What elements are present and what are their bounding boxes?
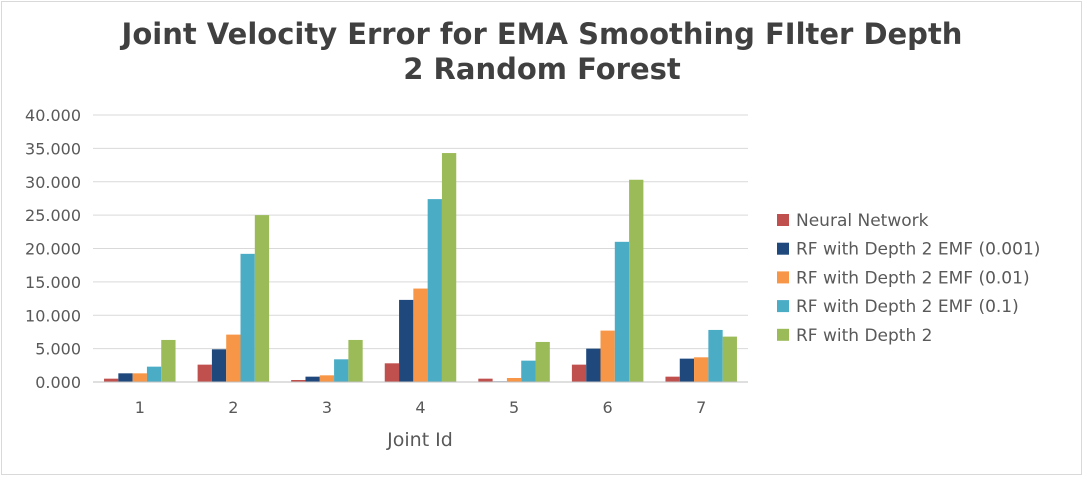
legend-label: RF with Depth 2 EMF (0.01) <box>796 268 1030 288</box>
bar <box>427 199 442 382</box>
bar <box>348 339 363 382</box>
bars <box>104 153 737 382</box>
y-tick-label: 35.000 <box>25 139 81 158</box>
x-tick-label: 4 <box>415 398 425 417</box>
x-tick-label: 5 <box>509 398 519 417</box>
legend-label: RF with Depth 2 <box>796 326 932 346</box>
bar <box>478 378 493 382</box>
bar <box>665 376 680 382</box>
x-tick-label: 7 <box>696 398 706 417</box>
legend-swatch <box>777 300 789 313</box>
legend-swatch <box>777 328 789 341</box>
legend: Neural Network RF with Depth 2 EMF (0.001… <box>777 211 1040 346</box>
bar <box>254 215 270 382</box>
bar <box>694 357 709 382</box>
bar <box>240 253 255 382</box>
y-tick-label: 25.000 <box>25 206 81 225</box>
x-tick-label: 2 <box>228 398 238 417</box>
bar <box>399 299 414 382</box>
bar <box>708 329 723 382</box>
bar <box>118 373 133 382</box>
bar <box>679 358 695 382</box>
y-tick-label: 10.000 <box>25 306 81 325</box>
bar <box>722 336 737 382</box>
bar <box>506 377 522 382</box>
bar <box>305 376 320 382</box>
bar <box>614 241 630 382</box>
legend-swatch <box>777 214 789 226</box>
y-axis-ticks: 0.000 5.000 10.000 15.000 20.000 25.000 30.000… <box>25 106 81 392</box>
chart-title-line-2: 2 Random Forest <box>403 52 681 86</box>
bar <box>132 373 147 382</box>
bar <box>104 378 119 382</box>
bar <box>600 330 615 382</box>
bar <box>291 379 306 382</box>
bar <box>226 334 241 382</box>
bar <box>319 375 335 382</box>
x-axis-title: Joint Id <box>386 429 453 451</box>
y-tick-label: 5.000 <box>35 340 81 359</box>
x-tick-label: 6 <box>603 398 613 417</box>
bar <box>413 288 428 382</box>
bar <box>571 364 587 382</box>
bar <box>441 153 457 382</box>
y-tick-label: 40.000 <box>25 106 81 125</box>
x-tick-label: 3 <box>322 398 332 417</box>
legend-label: RF with Depth 2 EMF (0.001) <box>796 240 1040 260</box>
bar <box>521 360 536 382</box>
y-tick-label: 20.000 <box>25 240 81 259</box>
x-axis-ticks: 1 2 3 4 5 6 7 <box>135 398 707 417</box>
bar <box>535 341 550 382</box>
bar <box>334 359 349 382</box>
legend-swatch <box>777 242 789 255</box>
x-tick-label: 1 <box>135 398 145 417</box>
legend-label: Neural Network <box>796 211 929 231</box>
legend-label: RF with Depth 2 EMF (0.1) <box>796 297 1019 317</box>
y-tick-label: 30.000 <box>25 173 81 192</box>
bar <box>146 366 162 382</box>
bar <box>586 348 601 382</box>
bar <box>629 179 644 382</box>
y-tick-label: 15.000 <box>25 273 81 292</box>
bar <box>211 349 227 382</box>
y-tick-label: 0.000 <box>35 373 81 392</box>
bar <box>384 363 400 382</box>
bar <box>161 339 176 382</box>
bar <box>197 364 212 382</box>
chart-title-line-1: Joint Velocity Error for EMA Smoothing F… <box>120 17 963 51</box>
legend-swatch <box>777 271 789 284</box>
